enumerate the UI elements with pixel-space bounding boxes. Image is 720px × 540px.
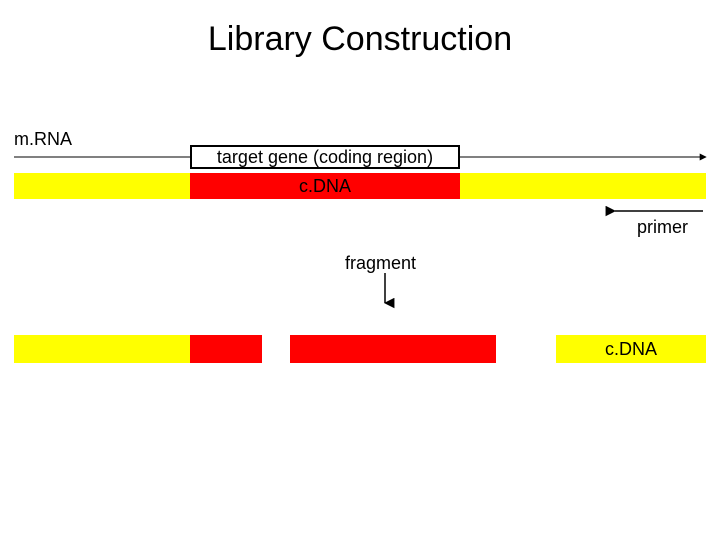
fragment-arrow bbox=[0, 0, 720, 540]
row2-yellow-cdna: c.DNA bbox=[556, 335, 706, 363]
row2-red-a bbox=[190, 335, 262, 363]
diagram-stage: Library Construction m.RNA target gene (… bbox=[0, 0, 720, 540]
row2-red-b bbox=[290, 335, 496, 363]
row2-yellow-a bbox=[14, 335, 190, 363]
